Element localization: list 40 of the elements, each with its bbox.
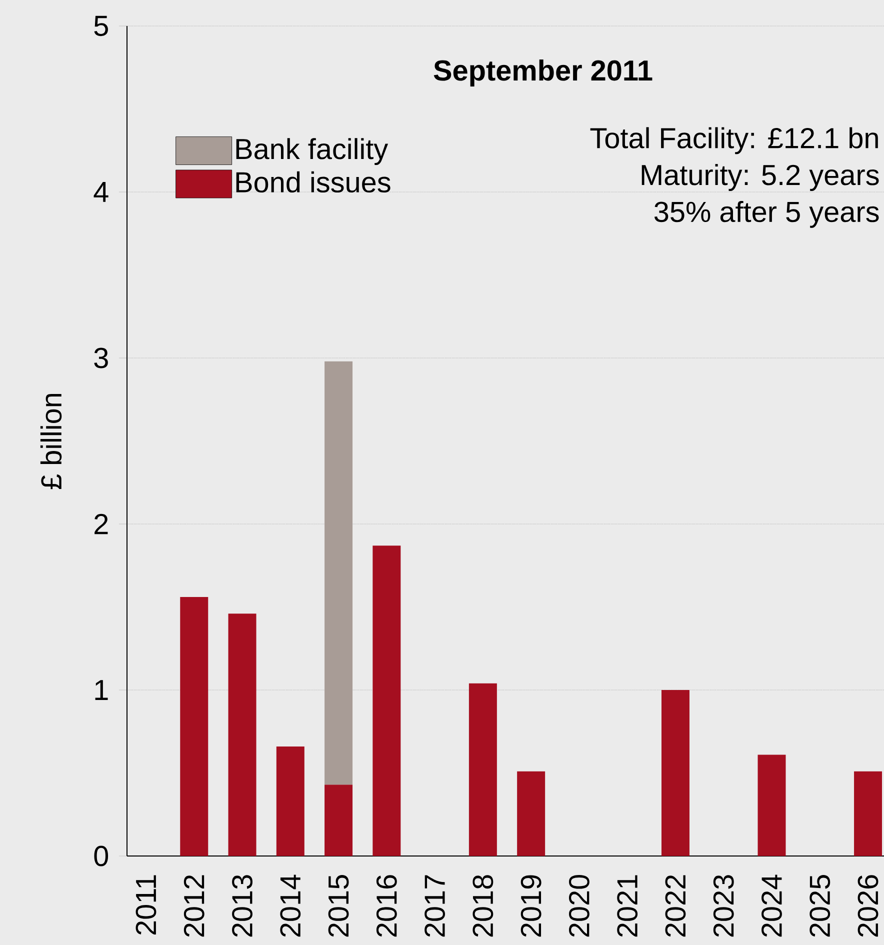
bar <box>468 683 497 856</box>
annotation: 35% after 5 years <box>654 200 879 228</box>
text: September 2011 <box>434 60 652 86</box>
x-tick-label: 2014 <box>280 874 301 937</box>
bar <box>372 546 401 856</box>
x-tick-label: 2019 <box>520 875 542 937</box>
x-tick-label: 2023 <box>713 875 734 937</box>
y-tick-label: 4 <box>94 182 108 202</box>
annotation: Maturity: 5.2 years <box>642 164 879 191</box>
x-tick-label: 2025 <box>810 875 830 937</box>
x-tick-label: 2021 <box>617 875 638 937</box>
y-tick-label: 3 <box>94 348 108 368</box>
y-tick-label: 0 <box>94 846 108 866</box>
bar <box>228 614 256 856</box>
x-tick-label: 2018 <box>472 875 494 937</box>
bar <box>324 784 353 856</box>
x-tick-label: 2020 <box>568 874 590 937</box>
bar <box>661 690 690 856</box>
bar <box>758 754 786 856</box>
bar <box>276 746 304 856</box>
x-tick-label: 2015 <box>328 875 349 937</box>
x-tick-label: 2013 <box>232 875 252 937</box>
x-tick-label: 2022 <box>665 875 686 937</box>
bar <box>854 771 882 856</box>
legend-label: Bank facility <box>236 138 388 166</box>
legend-label: Bond issues <box>236 171 390 193</box>
x-tick-label: 2016 <box>376 875 397 937</box>
y-tick-label: 2 <box>94 514 108 534</box>
y-tick-label: 5 <box>94 16 108 36</box>
bar <box>324 361 353 785</box>
bar <box>180 597 208 856</box>
x-tick-label: 2024 <box>762 874 782 937</box>
bar <box>517 771 546 856</box>
annotation: Total Facility: £12.1 bn <box>590 127 878 154</box>
x-tick-label: 2026 <box>858 875 878 937</box>
x-tick-label: 2017 <box>424 875 446 937</box>
x-tick-label: 2012 <box>184 875 204 937</box>
x-tick-label: 2011 <box>136 875 156 935</box>
y-tick-label: 1 <box>95 680 108 700</box>
y-axis-title: £ billion <box>40 394 62 490</box>
